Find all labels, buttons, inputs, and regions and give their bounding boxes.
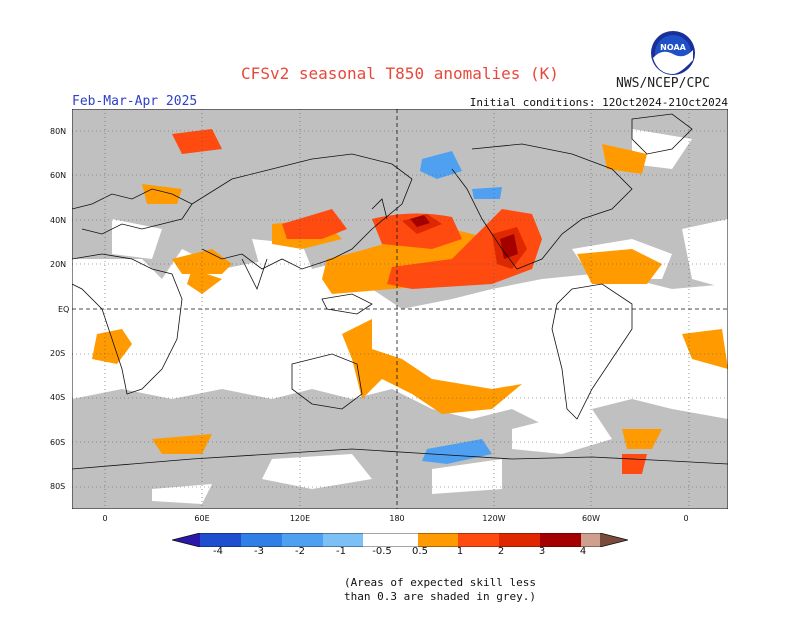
lat-label: 40S	[50, 393, 66, 402]
colorbar-swatch	[363, 533, 418, 547]
lat-label: 20S	[50, 349, 66, 358]
colorbar-swatch	[282, 533, 323, 547]
lon-label: 60W	[581, 514, 601, 523]
colorbar-label: 2	[497, 546, 505, 557]
anomaly-orange	[92, 144, 728, 454]
svg-text:NOAA: NOAA	[660, 43, 686, 52]
colorbar	[172, 533, 628, 547]
season-label: Feb-Mar-Apr 2025	[72, 94, 198, 109]
initial-conditions-label: Initial conditions: 12Oct2024-21Oct2024	[469, 96, 728, 109]
agency-label: NWS/NCEP/CPC	[616, 76, 710, 91]
grid	[72, 109, 728, 509]
noaa-logo: NOAA	[651, 31, 695, 75]
lat-label: 60S	[50, 438, 66, 447]
colorbar-swatch	[581, 533, 600, 547]
colorbar-label: -2	[295, 546, 305, 557]
lat-label: EQ	[58, 305, 70, 314]
colorbar-label: -4	[213, 546, 223, 557]
colorbar-label: -3	[254, 546, 264, 557]
lon-label: 0	[683, 514, 689, 523]
colorbar-label: 3	[538, 546, 546, 557]
colorbar-label: -0.5	[372, 546, 392, 557]
lat-label: 80S	[50, 482, 66, 491]
colorbar-swatch	[540, 533, 581, 547]
colorbar-swatch	[200, 533, 241, 547]
colorbar-label: -1	[336, 546, 346, 557]
colorbar-swatch	[241, 533, 282, 547]
lon-label: 120E	[289, 514, 311, 523]
colorbar-swatch	[418, 533, 458, 547]
skill-note-line: (Areas of expected skill less	[343, 576, 537, 589]
colorbar-label: 4	[579, 546, 587, 557]
coastlines	[72, 113, 728, 470]
lat-label: 60N	[50, 171, 67, 180]
skill-note: (Areas of expected skill less than 0.3 a…	[340, 576, 540, 604]
lon-label: 0	[102, 514, 108, 523]
colorbar-label: 0.5	[412, 546, 428, 557]
anomaly-blue	[420, 151, 502, 464]
lat-label: 40N	[50, 216, 67, 225]
skill-note-line: than 0.3 are shaded in grey.)	[343, 590, 537, 603]
colorbar-cap-right	[600, 533, 628, 547]
colorbar-label: 1	[456, 546, 464, 557]
anomaly-map	[72, 109, 728, 509]
lon-label: 120W	[482, 514, 506, 523]
chart-title: CFSv2 seasonal T850 anomalies (K)	[241, 64, 559, 83]
colorbar-swatch	[499, 533, 540, 547]
lon-label: 60E	[194, 514, 210, 523]
lat-label: 20N	[50, 260, 67, 269]
lon-label: 180	[389, 514, 405, 523]
lat-label: 80N	[50, 127, 67, 136]
colorbar-swatch	[458, 533, 499, 547]
colorbar-cap-left	[172, 533, 200, 547]
colorbar-swatch	[323, 533, 363, 547]
